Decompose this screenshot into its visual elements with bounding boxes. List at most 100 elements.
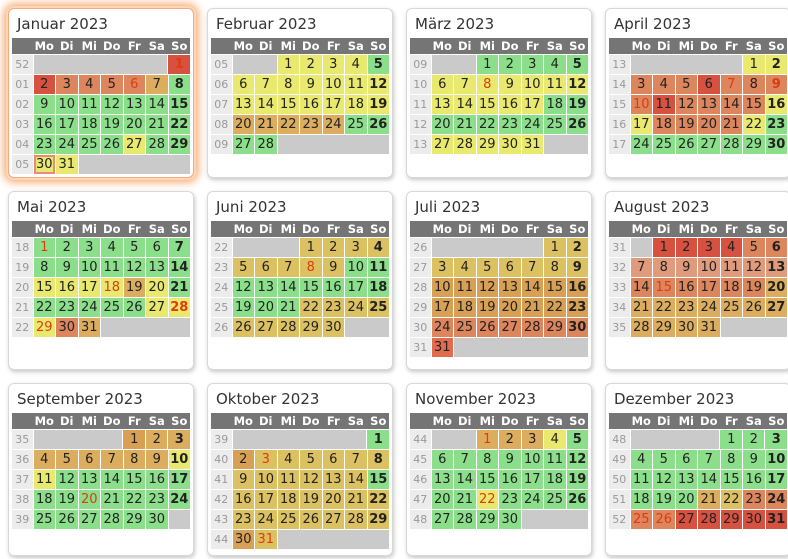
- day-cell[interactable]: 27: [431, 135, 454, 154]
- day-cell[interactable]: 1: [123, 430, 145, 449]
- day-cell[interactable]: 23: [33, 135, 56, 154]
- day-cell[interactable]: 24: [431, 318, 454, 337]
- day-cell[interactable]: 15: [743, 95, 765, 114]
- day-cell[interactable]: 9: [566, 258, 589, 277]
- day-cell[interactable]: 12: [566, 75, 589, 94]
- day-cell[interactable]: 4: [454, 258, 476, 277]
- day-cell[interactable]: 10: [765, 450, 788, 469]
- day-cell[interactable]: 24: [168, 490, 191, 509]
- day-cell[interactable]: 29: [33, 318, 56, 337]
- day-cell[interactable]: 20: [146, 278, 168, 297]
- day-cell[interactable]: 4: [33, 450, 56, 469]
- day-cell[interactable]: 7: [168, 238, 191, 257]
- day-cell[interactable]: 27: [255, 318, 277, 337]
- day-cell[interactable]: 20: [765, 278, 788, 297]
- day-cell[interactable]: 28: [521, 318, 544, 337]
- day-cell[interactable]: 23: [499, 115, 521, 134]
- day-cell[interactable]: 21: [521, 298, 544, 317]
- day-cell[interactable]: 2: [675, 238, 698, 257]
- day-cell[interactable]: 17: [168, 470, 191, 489]
- day-cell[interactable]: 28: [168, 298, 191, 317]
- day-cell[interactable]: 28: [630, 318, 653, 337]
- day-cell[interactable]: 1: [653, 238, 675, 257]
- day-cell[interactable]: 8: [720, 450, 743, 469]
- day-cell[interactable]: 26: [743, 298, 765, 317]
- day-cell[interactable]: 10: [345, 258, 367, 277]
- day-cell[interactable]: 11: [345, 75, 367, 94]
- day-cell[interactable]: 5: [56, 450, 78, 469]
- day-cell[interactable]: 24: [78, 298, 101, 317]
- day-cell[interactable]: 6: [255, 258, 277, 277]
- day-cell[interactable]: 7: [698, 450, 720, 469]
- day-cell[interactable]: 15: [720, 470, 743, 489]
- day-cell[interactable]: 23: [322, 298, 345, 317]
- day-cell[interactable]: 30: [499, 135, 521, 154]
- day-cell[interactable]: 6: [146, 238, 168, 257]
- day-cell[interactable]: 16: [499, 470, 521, 489]
- day-cell[interactable]: 9: [675, 258, 698, 277]
- day-cell[interactable]: 16: [56, 278, 78, 297]
- day-cell[interactable]: 9: [499, 450, 521, 469]
- day-cell[interactable]: 12: [675, 95, 698, 114]
- day-cell[interactable]: 20: [675, 490, 698, 509]
- day-cell[interactable]: 13: [146, 258, 168, 277]
- day-cell[interactable]: 12: [367, 75, 390, 94]
- day-cell[interactable]: 14: [101, 470, 123, 489]
- day-cell[interactable]: 4: [544, 55, 566, 74]
- day-cell[interactable]: 26: [300, 510, 322, 529]
- day-cell[interactable]: 6: [322, 450, 345, 469]
- day-cell[interactable]: 29: [544, 318, 566, 337]
- day-cell[interactable]: 18: [653, 115, 675, 134]
- day-cell[interactable]: 19: [56, 490, 78, 509]
- day-cell[interactable]: 13: [675, 470, 698, 489]
- day-cell[interactable]: 19: [653, 490, 675, 509]
- day-cell[interactable]: 11: [454, 278, 476, 297]
- day-cell[interactable]: 11: [367, 258, 390, 277]
- day-cell[interactable]: 21: [255, 115, 277, 134]
- day-cell[interactable]: 2: [742, 430, 765, 449]
- day-cell[interactable]: 4: [630, 450, 653, 469]
- day-cell[interactable]: 13: [698, 95, 720, 114]
- day-cell[interactable]: 13: [78, 470, 101, 489]
- day-cell[interactable]: 2: [56, 238, 78, 257]
- day-cell[interactable]: 23: [675, 298, 698, 317]
- day-cell[interactable]: 6: [765, 238, 788, 257]
- day-cell[interactable]: 22: [277, 115, 300, 134]
- day-cell[interactable]: 5: [566, 430, 588, 449]
- day-cell[interactable]: 17: [765, 470, 788, 489]
- day-cell[interactable]: 16: [146, 470, 168, 489]
- day-cell[interactable]: 16: [33, 115, 56, 134]
- day-cell[interactable]: 7: [454, 75, 476, 94]
- day-cell[interactable]: 17: [322, 95, 345, 114]
- day-cell[interactable]: 26: [566, 115, 589, 134]
- day-cell[interactable]: 17: [698, 278, 720, 297]
- day-cell[interactable]: 10: [78, 258, 101, 277]
- day-cell[interactable]: 13: [431, 95, 454, 114]
- day-cell[interactable]: 11: [277, 470, 300, 489]
- day-cell[interactable]: 25: [544, 490, 566, 509]
- day-cell[interactable]: 15: [300, 278, 322, 297]
- day-cell[interactable]: 7: [277, 258, 300, 277]
- day-cell[interactable]: 5: [653, 450, 675, 469]
- day-cell[interactable]: 29: [168, 135, 191, 154]
- day-cell[interactable]: 1: [168, 55, 190, 74]
- day-cell[interactable]: 19: [566, 95, 589, 114]
- day-cell[interactable]: 31: [765, 510, 788, 529]
- day-cell[interactable]: 31: [255, 530, 277, 549]
- day-cell[interactable]: 28: [720, 135, 743, 154]
- day-cell[interactable]: 11: [630, 470, 653, 489]
- day-cell[interactable]: 29: [300, 318, 322, 337]
- day-cell[interactable]: 21: [168, 278, 191, 297]
- day-cell[interactable]: 20: [698, 115, 720, 134]
- day-cell[interactable]: 17: [521, 95, 544, 114]
- day-cell[interactable]: 22: [300, 298, 322, 317]
- day-cell[interactable]: 3: [431, 258, 454, 277]
- day-cell[interactable]: 3: [698, 238, 720, 257]
- day-cell[interactable]: 29: [476, 510, 499, 529]
- day-cell[interactable]: 21: [454, 490, 476, 509]
- day-cell[interactable]: 14: [168, 258, 191, 277]
- day-cell[interactable]: 16: [499, 95, 521, 114]
- day-cell[interactable]: 10: [630, 95, 653, 114]
- day-cell[interactable]: 26: [56, 510, 78, 529]
- day-cell[interactable]: 19: [123, 278, 146, 297]
